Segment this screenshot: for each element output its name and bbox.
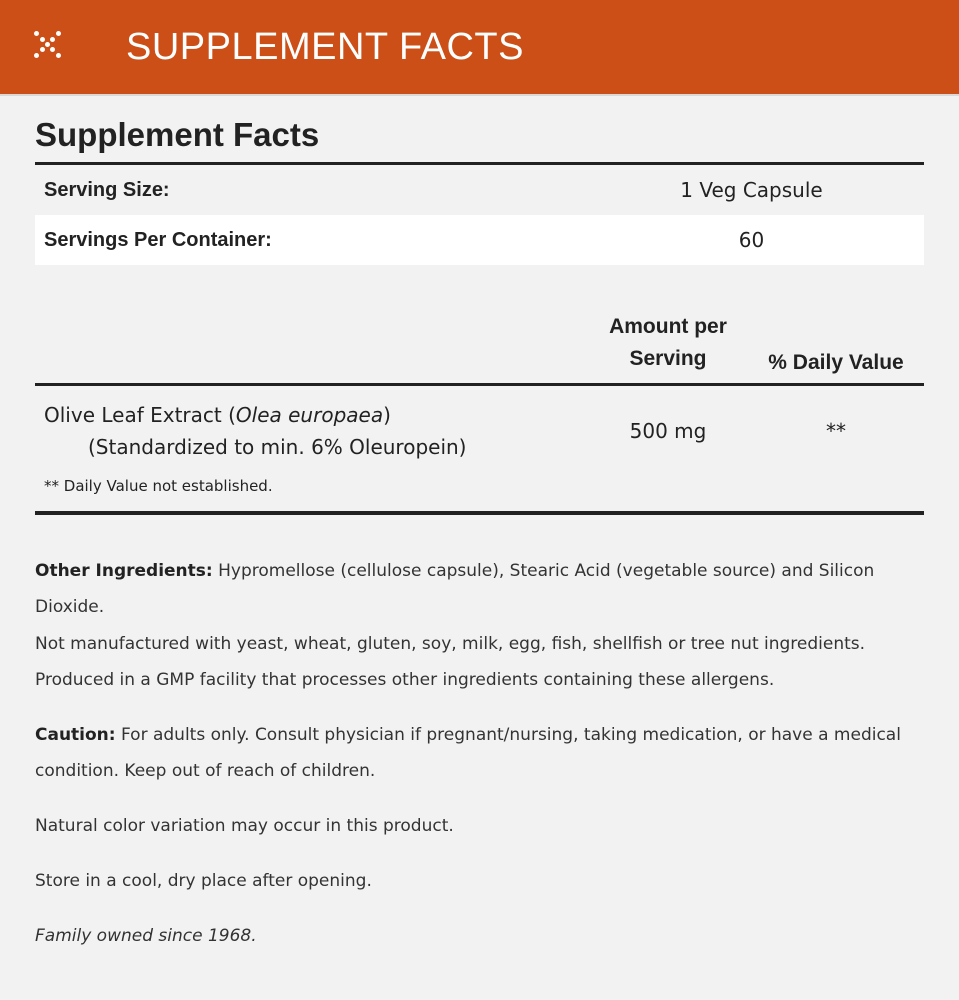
table-row: Olive Leaf Extract (Olea europaea) (Stan… <box>35 399 924 463</box>
other-ingredients: Other Ingredients: Hypromellose (cellulo… <box>35 553 924 625</box>
amount-header: Amount per Serving <box>609 315 727 370</box>
divider <box>35 162 924 165</box>
storage-note: Store in a cool, dry place after opening… <box>35 871 372 891</box>
table-header: Amount per Serving % Daily Value <box>35 311 924 383</box>
caution-label: Caution: <box>35 725 116 745</box>
divider <box>35 511 924 515</box>
other-label: Other Ingredients: <box>35 561 213 581</box>
family-note: Family owned since 1968. <box>35 926 257 946</box>
header-bar: SUPPLEMENT FACTS <box>0 0 959 96</box>
servings-value: 60 <box>738 228 765 252</box>
allergen-statement: Not manufactured with yeast, wheat, glut… <box>35 634 866 690</box>
dots-x-icon <box>32 29 68 65</box>
servings-per-container-row: Servings Per Container: 60 <box>35 215 924 265</box>
ingredient-daily-value: ** <box>826 419 846 443</box>
footnote: ** Daily Value not established. <box>44 477 273 495</box>
paren: ) <box>383 403 391 427</box>
color-note: Natural color variation may occur in thi… <box>35 816 454 836</box>
serving-size-label: Serving Size: <box>44 178 170 201</box>
caution-text: For adults only. Consult physician if pr… <box>35 725 901 781</box>
caution: Caution: For adults only. Consult physic… <box>35 717 924 789</box>
header-title: SUPPLEMENT FACTS <box>126 25 524 68</box>
other-text: Hypromellose (cellulose capsule), Steari… <box>35 561 875 617</box>
divider <box>35 383 924 386</box>
serving-size-value: 1 Veg Capsule <box>680 178 823 202</box>
ingredient-latin: Olea europaea <box>235 403 384 427</box>
daily-value-header: % Daily Value <box>768 351 904 374</box>
ingredient-amount: 500 mg <box>629 419 707 443</box>
serving-size-row: Serving Size: 1 Veg Capsule <box>35 165 924 215</box>
ingredient-name: Olive Leaf Extract ( <box>44 403 236 427</box>
panel-title: Supplement Facts <box>35 116 320 153</box>
servings-label: Servings Per Container: <box>44 228 272 251</box>
ingredient-detail: (Standardized to min. 6% Oleuropein) <box>88 435 467 459</box>
